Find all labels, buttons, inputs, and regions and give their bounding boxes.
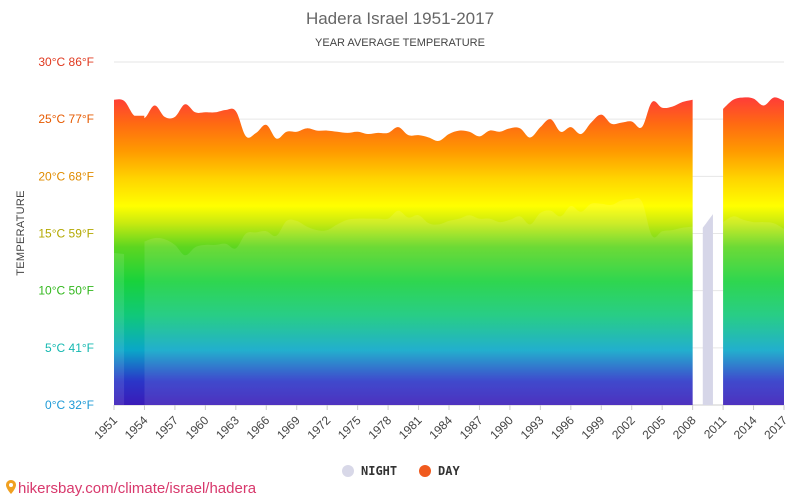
- x-tick-label: 1984: [426, 413, 455, 442]
- legend-item-night[interactable]: NIGHT: [342, 464, 397, 478]
- legend-day-label: DAY: [438, 464, 460, 478]
- x-tick-label: 1966: [244, 413, 273, 442]
- location-pin-icon: [6, 480, 16, 494]
- night-area: [723, 216, 784, 405]
- legend-item-day[interactable]: DAY: [419, 464, 460, 478]
- x-tick-label: 1999: [579, 413, 608, 442]
- x-tick-label: 2008: [670, 413, 699, 442]
- x-tick-label: 1990: [487, 413, 516, 442]
- x-tick-labels: 1951 1954 1957 1960 1963 1966 1969 1972 1975 1978…: [91, 405, 790, 442]
- x-tick-label: 1987: [457, 413, 486, 442]
- x-tick-label: 1957: [152, 413, 181, 442]
- x-tick-label: 1993: [518, 413, 547, 442]
- source-text: hikersbay.com/climate/israel/hadera: [18, 480, 257, 497]
- x-tick-label: 1996: [548, 413, 577, 442]
- chart-subtitle: YEAR AVERAGE TEMPERATURE: [315, 37, 485, 49]
- chart-areas: [114, 97, 784, 405]
- y-tick-label: 25°C 77°F: [38, 112, 94, 126]
- y-tick-label: 20°C 68°F: [38, 169, 94, 183]
- legend-night-swatch: [342, 465, 354, 477]
- legend-day-swatch: [419, 465, 431, 477]
- x-tick-label: 1960: [183, 413, 212, 442]
- night-area-gap: [702, 214, 713, 405]
- x-tick-label: 2017: [761, 413, 790, 442]
- x-tick-label: 1975: [335, 413, 364, 442]
- day-area: [723, 97, 784, 405]
- x-tick-label: 1954: [122, 413, 151, 442]
- y-axis-label: TEMPERATURE: [15, 190, 27, 276]
- day-only-column: [124, 115, 145, 405]
- y-tick-label: 0°C 32°F: [45, 398, 94, 412]
- x-tick-label: 2005: [640, 413, 669, 442]
- y-tick-labels: 0°C 32°F 5°C 41°F 10°C 50°F 15°C 59°F 20°C 6…: [38, 55, 94, 412]
- x-tick-label: 1972: [305, 413, 334, 442]
- y-tick-label: 5°C 41°F: [45, 341, 94, 355]
- night-area: [144, 197, 693, 405]
- y-tick-label: 30°C 86°F: [38, 55, 94, 69]
- x-tick-label: 1981: [396, 413, 425, 442]
- y-tick-label: 15°C 59°F: [38, 227, 94, 241]
- x-tick-label: 2014: [731, 413, 760, 442]
- x-tick-label: 1963: [213, 413, 242, 442]
- x-tick-label: 2011: [701, 413, 729, 441]
- x-tick-label: 2002: [609, 413, 638, 442]
- chart-title: Hadera Israel 1951-2017: [306, 9, 494, 28]
- y-tick-label: 10°C 50°F: [38, 284, 94, 298]
- day-area: [114, 99, 693, 405]
- x-tick-label: 1969: [274, 413, 303, 442]
- legend: NIGHT DAY: [342, 464, 460, 478]
- x-tick-label: 1951: [91, 413, 120, 442]
- x-tick-label: 1978: [365, 413, 394, 442]
- source-link[interactable]: hikersbay.com/climate/israel/hadera: [6, 480, 256, 497]
- legend-night-label: NIGHT: [361, 464, 397, 478]
- night-area: [114, 252, 125, 405]
